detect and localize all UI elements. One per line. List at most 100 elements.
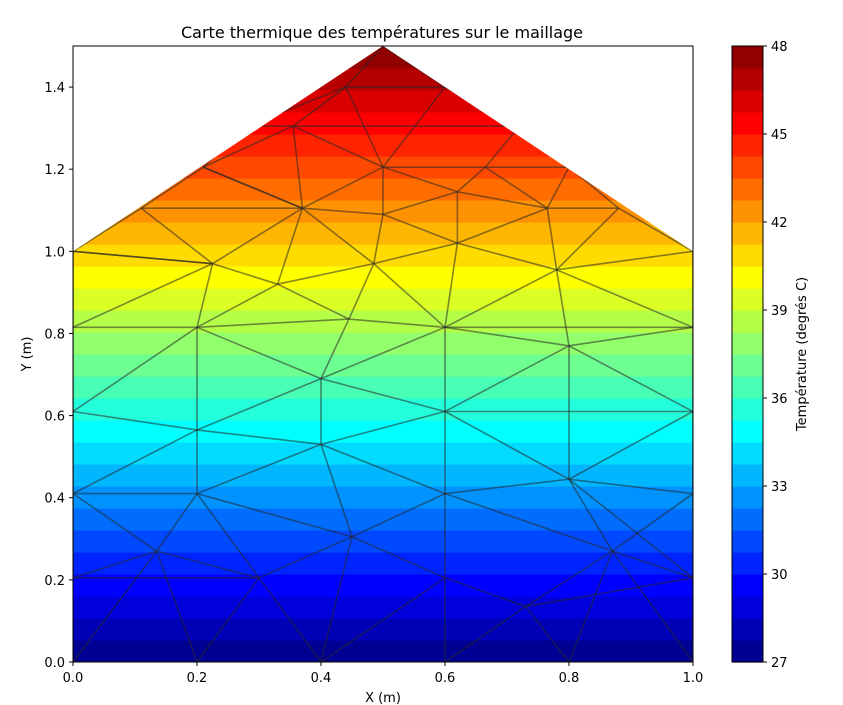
mesh-edge <box>277 283 350 320</box>
mesh-edge <box>568 478 693 579</box>
temperature-band <box>73 552 693 575</box>
temperature-band <box>73 398 693 421</box>
mesh-edge <box>457 242 557 271</box>
colorbar-label: Température (degrés C) <box>795 277 810 432</box>
y-tick-label: 1.2 <box>44 163 65 178</box>
y-tick-label: 0.6 <box>44 410 65 425</box>
mesh-edge <box>444 345 570 413</box>
colorbar-swatch <box>732 112 763 135</box>
mesh-edge <box>292 125 304 209</box>
mesh-edge <box>372 214 384 264</box>
mesh-edge <box>568 478 693 495</box>
colorbar-swatch <box>732 156 763 179</box>
temperature-band <box>73 618 693 641</box>
mesh-edge <box>73 207 142 253</box>
mesh-edge <box>382 86 446 168</box>
mesh-edge <box>611 492 693 552</box>
x-tick-label: 0.6 <box>435 671 456 686</box>
mesh-edge <box>556 269 693 329</box>
mesh-edge <box>196 283 278 329</box>
mesh-edge <box>320 410 446 446</box>
mesh-edge <box>444 492 613 552</box>
mesh-edge <box>546 208 558 270</box>
y-tick-label: 0.2 <box>44 574 65 589</box>
mesh-edge <box>196 493 260 579</box>
mesh-edge <box>320 536 353 662</box>
temperature-bands <box>73 46 693 662</box>
mesh-edge <box>348 318 446 329</box>
temperature-band <box>73 112 693 135</box>
y-tick-label: 0.0 <box>44 656 65 671</box>
mesh-edge <box>444 478 570 495</box>
mesh-edge <box>212 262 278 285</box>
mesh-edge <box>444 605 527 662</box>
colorbar-tick-label: 30 <box>771 568 788 583</box>
temperature-band <box>73 134 693 157</box>
mesh-edge <box>525 550 613 608</box>
mesh-edge <box>258 536 353 579</box>
mesh-edge <box>140 166 204 209</box>
mesh-edge <box>302 207 384 216</box>
colorbar-swatch <box>732 618 763 641</box>
colorbar-swatch <box>732 310 763 333</box>
mesh-edge <box>73 550 158 662</box>
x-axis: 0.0 0.2 0.4 0.6 0.8 1.0 <box>63 662 704 686</box>
colorbar-swatch <box>732 596 763 619</box>
temperature-band <box>73 244 693 267</box>
colorbar-swatch <box>732 376 763 399</box>
colorbar-swatch <box>732 552 763 575</box>
colorbar-swatch <box>732 134 763 157</box>
mesh-edge <box>524 606 570 662</box>
mesh-edge <box>320 443 446 495</box>
colorbar-swatch <box>732 90 763 113</box>
mesh-edge <box>351 536 446 579</box>
mesh-edge <box>555 269 570 346</box>
temperature-band <box>73 574 693 597</box>
mesh-edge <box>320 326 446 380</box>
mesh-edge <box>320 377 446 413</box>
mesh-edge <box>301 207 375 265</box>
mesh-edge <box>277 262 374 285</box>
colorbar-swatch <box>732 530 763 553</box>
mesh-edge <box>73 262 213 329</box>
mesh-edge <box>276 207 304 285</box>
plot-frame <box>72 45 694 663</box>
temperature-band <box>73 376 693 399</box>
colorbar-swatch <box>732 442 763 465</box>
mesh-edge <box>382 166 458 193</box>
mesh-edge <box>457 190 548 210</box>
mesh-edge <box>73 326 198 413</box>
mesh-edge <box>556 250 693 271</box>
mesh-edge <box>140 207 213 265</box>
colorbar-tick-label: 48 <box>771 40 788 55</box>
mesh-edge <box>444 410 570 480</box>
colorbar-swatch <box>732 398 763 421</box>
colorbar-tick-label: 45 <box>771 128 788 143</box>
mesh-edge <box>302 166 384 209</box>
temperature-band <box>73 596 693 619</box>
mesh-edge <box>73 250 213 265</box>
colorbar-swatch <box>732 332 763 355</box>
colorbar-tick-label: 27 <box>771 656 788 671</box>
mesh-edge <box>156 550 260 579</box>
mesh-edge <box>484 166 548 209</box>
mesh-edge <box>320 577 446 662</box>
mesh-edge <box>568 410 693 480</box>
colorbar-swatch <box>732 464 763 487</box>
mesh-edge <box>320 318 350 379</box>
temperature-band <box>73 222 693 245</box>
x-tick-label: 0.4 <box>311 671 332 686</box>
x-tick-label: 0.8 <box>559 671 580 686</box>
colorbar-swatch <box>732 178 763 201</box>
mesh-edge <box>196 577 260 662</box>
mesh-edge <box>612 550 693 579</box>
colorbar-tick-label: 42 <box>771 216 788 231</box>
mesh-edge <box>345 46 384 88</box>
mesh-edge <box>444 269 557 329</box>
mesh-edge <box>444 326 570 347</box>
mesh-edge <box>444 243 459 328</box>
mesh-edge <box>351 492 446 538</box>
x-tick-label: 1.0 <box>683 671 704 686</box>
temperature-band <box>73 442 693 465</box>
colorbar-tick-label: 39 <box>771 304 788 319</box>
